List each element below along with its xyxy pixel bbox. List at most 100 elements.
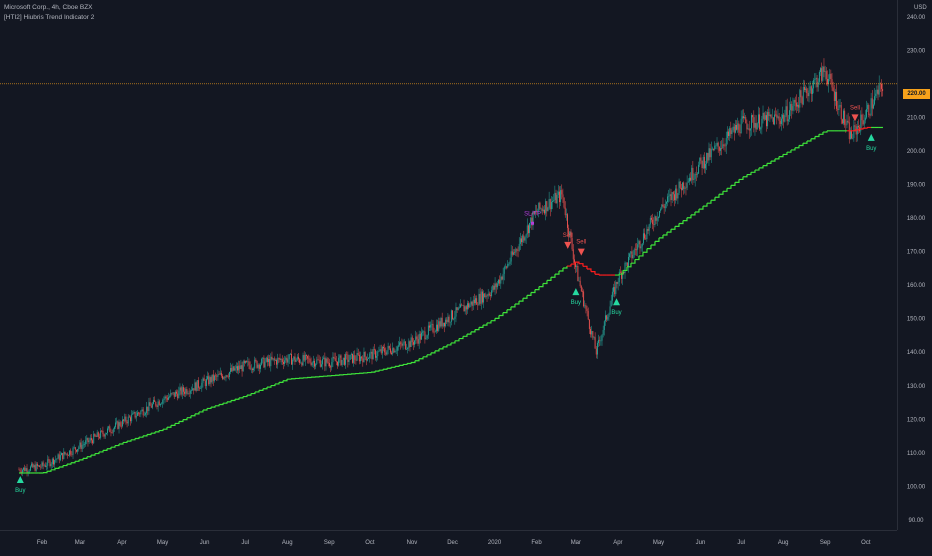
candle-body xyxy=(74,447,75,448)
candle-body xyxy=(206,379,207,386)
trend-step xyxy=(371,371,375,372)
candle-body xyxy=(840,105,841,106)
candle-body xyxy=(389,346,390,348)
candle-body xyxy=(377,352,378,356)
candle-body xyxy=(315,364,316,367)
candle-body xyxy=(332,357,333,362)
price-tick-label: 160.00 xyxy=(907,283,926,289)
candle-body xyxy=(365,352,366,357)
trend-step xyxy=(815,134,819,136)
candle-body xyxy=(174,392,175,396)
trend-step xyxy=(539,283,543,286)
candle-body xyxy=(395,351,396,352)
candle-body xyxy=(140,411,141,414)
candle-body xyxy=(866,109,867,117)
candle-body xyxy=(789,110,790,119)
candle-body xyxy=(447,317,448,322)
candle-body xyxy=(691,168,692,181)
candle-body xyxy=(834,91,835,101)
candle-body xyxy=(488,294,489,297)
candle-body xyxy=(482,292,483,303)
trend-step xyxy=(99,450,103,452)
candle-body xyxy=(649,224,650,230)
candle-body xyxy=(284,360,285,364)
candle-body xyxy=(323,358,324,359)
candle-body xyxy=(479,294,480,305)
candle-body xyxy=(794,100,795,106)
trend-step xyxy=(219,403,223,404)
candle-body xyxy=(55,459,56,460)
trend-step xyxy=(807,139,811,141)
candle-body xyxy=(746,123,747,129)
candle-body xyxy=(209,377,210,384)
candle-body xyxy=(689,178,690,182)
time-tick-label: May xyxy=(653,540,664,546)
candle-body xyxy=(123,420,124,421)
candle-body xyxy=(636,250,637,251)
price-tick-label: 240.00 xyxy=(907,15,926,21)
candle-body xyxy=(642,243,643,246)
candle-body xyxy=(289,354,290,359)
candle-body xyxy=(519,244,520,251)
candle-body xyxy=(766,115,767,126)
trend-step xyxy=(791,148,795,150)
candle-body xyxy=(139,413,140,414)
candle-body xyxy=(802,97,803,104)
candle-body xyxy=(84,444,85,445)
candle-body xyxy=(255,360,256,361)
candle-body xyxy=(238,366,239,371)
candle-body xyxy=(644,233,645,238)
candle-body xyxy=(567,214,568,228)
candle-body xyxy=(77,449,78,452)
candle-body xyxy=(56,459,57,460)
trend-step xyxy=(251,392,255,394)
candle-body xyxy=(717,143,718,146)
trend-step xyxy=(531,290,535,293)
candle-body xyxy=(828,79,829,84)
candle-body xyxy=(270,357,271,366)
candle-body xyxy=(459,308,460,309)
candle-body xyxy=(663,205,664,207)
candle-body xyxy=(873,104,874,108)
trend-step xyxy=(699,206,703,209)
time-tick-label: Sep xyxy=(324,540,335,546)
candle-body xyxy=(465,306,466,311)
candle-body xyxy=(420,334,421,340)
candle-body xyxy=(475,298,476,303)
candle-body xyxy=(435,331,436,332)
candle-body xyxy=(468,303,469,307)
candle-body xyxy=(681,188,682,190)
candle-body xyxy=(376,356,377,358)
candle-body xyxy=(734,127,735,133)
time-tick-label: Oct xyxy=(365,540,375,546)
candle-body xyxy=(94,434,95,436)
candle-body xyxy=(390,348,391,352)
trend-step xyxy=(519,298,523,301)
candle-body xyxy=(278,358,279,359)
trend-step xyxy=(95,452,99,454)
candle-body xyxy=(251,369,252,370)
candle-body xyxy=(260,365,261,369)
trend-step xyxy=(407,363,411,364)
candle-body xyxy=(165,396,166,399)
candle-body xyxy=(85,440,86,444)
trend-step xyxy=(55,467,59,468)
candle-body xyxy=(280,358,281,360)
trend-step xyxy=(255,390,259,392)
candle-body xyxy=(53,459,54,465)
candle-body xyxy=(403,343,404,346)
trend-step xyxy=(719,191,723,194)
candle-body xyxy=(303,355,304,365)
candle-body xyxy=(572,238,573,249)
candle-body xyxy=(196,382,197,390)
indicator-legend: [HTI2] Hiubris Trend Indicator 2 xyxy=(4,14,94,21)
candle-body xyxy=(712,149,713,150)
trend-step xyxy=(151,432,155,433)
candle-body xyxy=(882,89,883,91)
candle-body xyxy=(177,394,178,398)
price-tick-label: 120.00 xyxy=(907,417,926,423)
